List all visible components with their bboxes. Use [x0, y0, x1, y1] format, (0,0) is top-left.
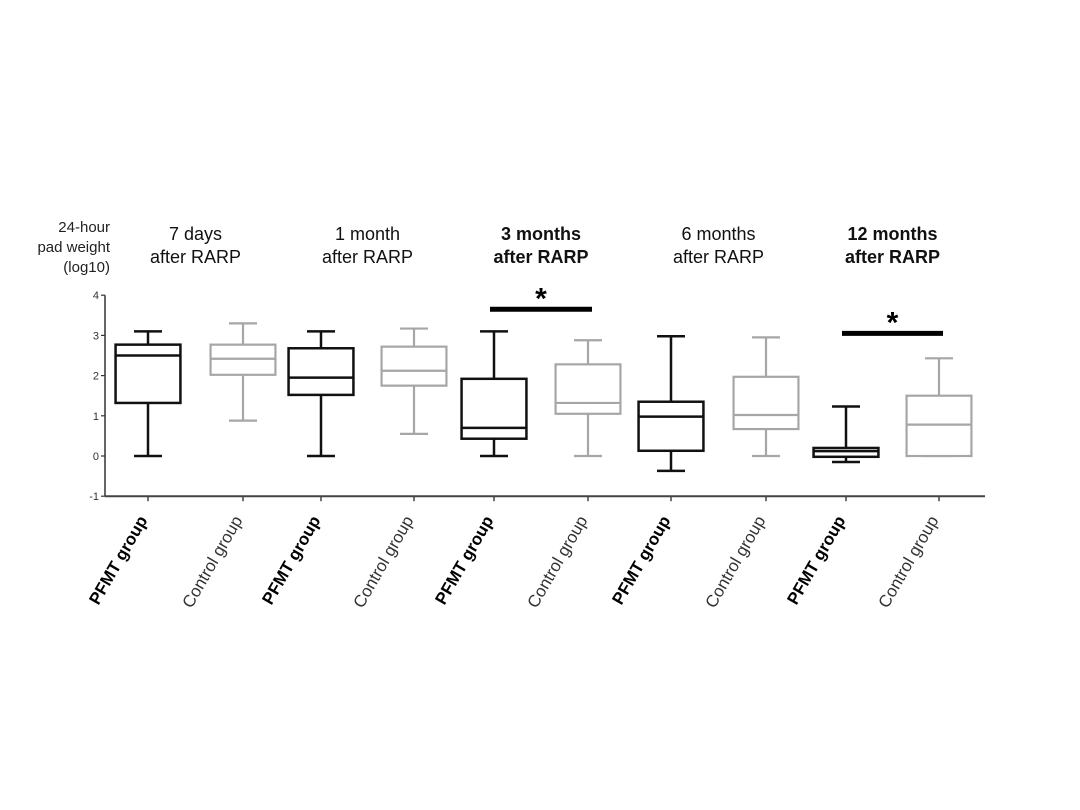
axes: 4 3 2 1 0 -1 [89, 290, 985, 503]
period-label: after RARP [845, 247, 940, 267]
category-label: Control group [875, 513, 943, 612]
period-label: 1 month [335, 224, 400, 244]
y-tick-label: 2 [93, 371, 99, 383]
box-iqr [732, 375, 800, 431]
box-iqr [114, 343, 182, 405]
box-iqr [554, 363, 622, 415]
category-label: Control group [524, 513, 592, 612]
period-labels: 7 days after RARP 1 month after RARP 3 month… [150, 224, 940, 267]
box-plot [637, 334, 705, 473]
significance-star: * [535, 282, 547, 315]
box-plot [905, 357, 973, 458]
y-axis-label-line: 24-hour [58, 219, 110, 236]
category-labels: PFMT group Control group PFMT group Control… [85, 513, 942, 612]
y-axis-label-line: pad weight [37, 239, 110, 256]
box-plot [209, 322, 277, 422]
period-label: after RARP [150, 247, 241, 267]
box-plot [732, 336, 800, 458]
y-tick-label: 1 [93, 411, 99, 423]
period-label: 7 days [169, 224, 222, 244]
box-plot [460, 330, 528, 458]
category-label: PFMT group [608, 513, 674, 608]
category-label: Control group [179, 513, 247, 612]
period-label: 12 months [847, 224, 937, 244]
period-label: after RARP [493, 247, 588, 267]
y-tick-label: 0 [93, 451, 99, 463]
category-label: PFMT group [431, 513, 497, 608]
box-plot [287, 330, 355, 458]
category-label: PFMT group [85, 513, 151, 608]
period-label: 3 months [501, 224, 581, 244]
category-label: Control group [702, 513, 770, 612]
category-label: PFMT group [258, 513, 324, 608]
box-plots [114, 322, 973, 473]
box-iqr [905, 394, 973, 458]
y-tick-label: -1 [89, 491, 99, 503]
box-plot [554, 339, 622, 458]
y-axis-label: 24-hour pad weight (log10) [37, 219, 110, 276]
box-iqr [287, 347, 355, 397]
box-iqr [460, 377, 528, 440]
category-label: PFMT group [783, 513, 849, 608]
period-label: after RARP [673, 247, 764, 267]
y-tick-label: 3 [93, 330, 99, 342]
box-iqr [380, 345, 448, 387]
box-iqr [637, 400, 705, 453]
period-label: after RARP [322, 247, 413, 267]
significance-markers: ** [490, 282, 943, 339]
y-axis-label-line: (log10) [63, 259, 110, 276]
box-plot [812, 405, 880, 464]
box-plot [380, 327, 448, 435]
significance-star: * [887, 306, 899, 339]
y-tick-label: 4 [93, 290, 99, 302]
box-plot [114, 330, 182, 458]
category-label: Control group [350, 513, 418, 612]
period-label: 6 months [681, 224, 755, 244]
